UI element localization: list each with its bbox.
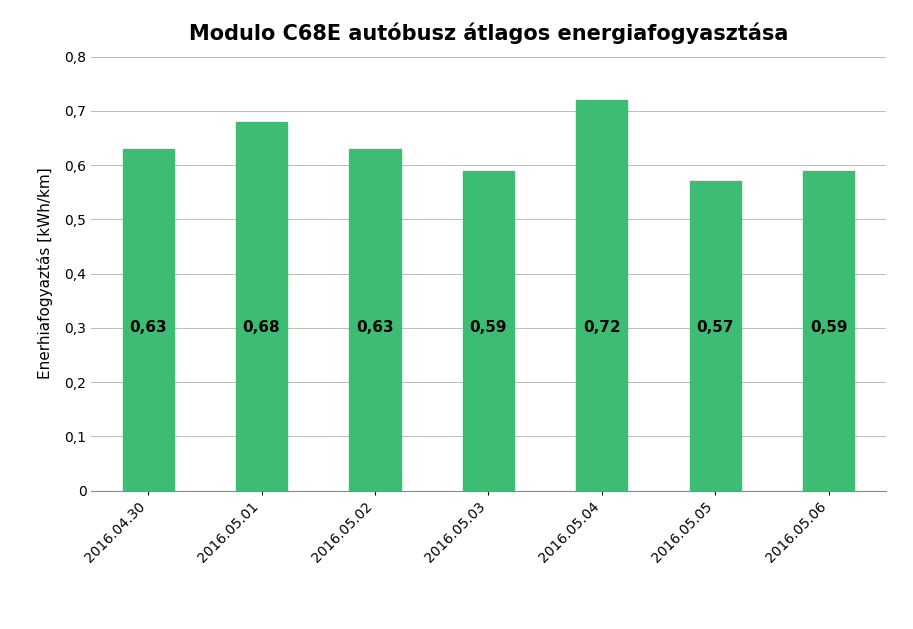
Text: 0,63: 0,63 xyxy=(356,320,394,335)
Text: 0,59: 0,59 xyxy=(810,320,847,335)
Bar xyxy=(122,149,173,491)
Text: 0,68: 0,68 xyxy=(243,320,280,335)
Text: 0,57: 0,57 xyxy=(697,320,734,335)
Bar xyxy=(690,181,741,491)
Bar xyxy=(576,100,627,491)
Bar xyxy=(463,170,514,491)
Bar xyxy=(350,149,401,491)
Title: Modulo C68E autóbusz átlagos energiafogyasztása: Modulo C68E autóbusz átlagos energiafogy… xyxy=(189,23,788,44)
Text: 0,72: 0,72 xyxy=(583,320,621,335)
Text: 0,59: 0,59 xyxy=(469,320,508,335)
Y-axis label: Enerhiafogyaztás [kWh/km]: Enerhiafogyaztás [kWh/km] xyxy=(37,168,53,379)
Bar xyxy=(236,121,287,491)
Text: 0,63: 0,63 xyxy=(130,320,167,335)
Bar xyxy=(803,170,855,491)
